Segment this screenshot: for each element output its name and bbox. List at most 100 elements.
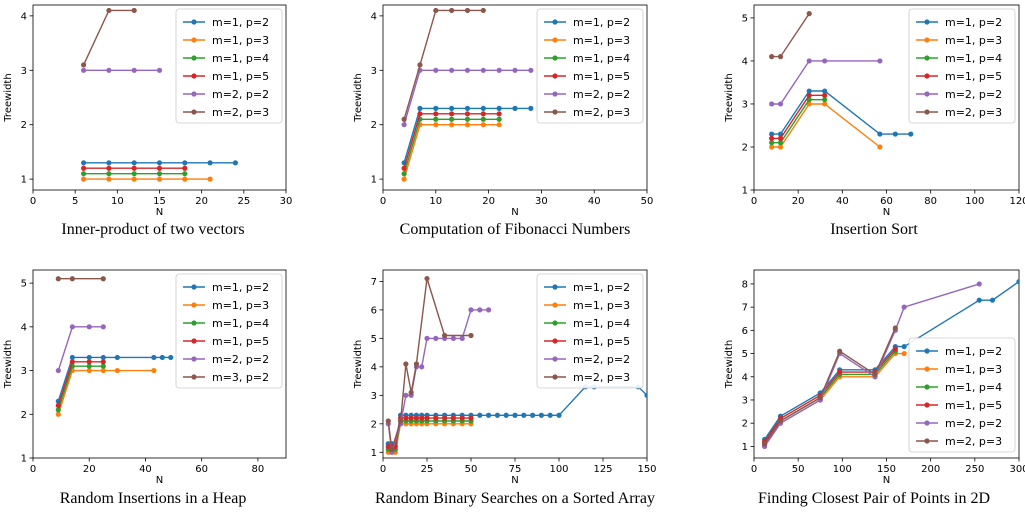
x-tick-label: 15	[153, 196, 166, 207]
data-point	[433, 105, 439, 111]
data-point	[449, 105, 455, 111]
legend-swatch-marker	[552, 374, 558, 380]
data-point	[442, 415, 448, 421]
plot-area	[762, 279, 1019, 449]
x-tick-label: 80	[924, 196, 937, 207]
legend-swatch-marker	[924, 438, 930, 444]
data-point	[480, 122, 486, 128]
chart-6: 0 50 100 150 200 250 300 1 2 3 4 5 6 7 8 N Treewidth m=1,…	[724, 269, 1025, 507]
legend-swatch-marker	[924, 19, 930, 25]
legend-swatch-marker	[552, 338, 558, 344]
legend-label: m=2, p=3	[212, 106, 269, 119]
legend-swatch-marker	[552, 19, 558, 25]
data-point	[901, 343, 907, 350]
legend-label: m=1, p=5	[945, 70, 1002, 83]
legend-swatch-marker	[191, 284, 197, 290]
y-axis-label: Treewidth	[3, 73, 14, 122]
series-line	[764, 281, 1019, 440]
data-point	[806, 11, 812, 17]
data-point	[777, 101, 784, 107]
legend-swatch-marker	[552, 356, 558, 362]
data-point	[494, 412, 500, 418]
series-line	[771, 98, 825, 144]
chart-caption: Random Insertions in a Heap	[60, 490, 247, 507]
x-tick-label: 60	[880, 196, 893, 207]
data-point	[777, 140, 784, 146]
data-point	[207, 160, 213, 166]
data-point	[464, 111, 471, 117]
legend-label: m=1, p=4	[573, 317, 630, 330]
data-point	[837, 348, 843, 354]
data-point	[81, 160, 87, 166]
y-tick-label: 1	[21, 454, 27, 465]
legend-swatch-marker	[191, 338, 197, 344]
y-tick-label: 6	[371, 305, 377, 316]
data-point	[86, 367, 92, 374]
legend-label: m=1, p=3	[945, 363, 1002, 376]
data-point	[424, 415, 430, 421]
data-point	[417, 105, 423, 111]
legend-swatch-marker	[552, 284, 558, 290]
chart-caption: Random Binary Searches on a Sorted Array	[375, 490, 655, 507]
data-point	[468, 307, 474, 313]
legend-swatch-marker	[191, 374, 197, 380]
x-tick-label: 150	[637, 464, 656, 475]
x-tick-label: 20	[482, 196, 495, 207]
data-point	[449, 7, 455, 14]
data-point	[477, 307, 483, 313]
series-line	[403, 107, 531, 163]
data-point	[401, 165, 407, 171]
data-point	[877, 58, 883, 64]
y-tick-label: 2	[742, 419, 748, 430]
legend-label: m=1, p=5	[945, 399, 1002, 412]
data-point	[777, 418, 784, 424]
data-point	[403, 392, 409, 398]
data-point	[424, 275, 430, 282]
data-point	[131, 7, 137, 14]
legend: m=1, p=2 m=1, p=3 m=1, p=4 m=1, p=5 m=2, p=2…	[908, 337, 1016, 453]
data-point	[976, 297, 982, 303]
data-point	[877, 144, 883, 150]
data-point	[433, 7, 439, 14]
data-point	[156, 171, 163, 177]
x-tick-label: 30	[535, 196, 548, 207]
legend-swatch-marker	[191, 320, 197, 326]
legend-label: m=1, p=2	[212, 281, 269, 294]
data-point	[106, 67, 112, 73]
data-point	[413, 415, 420, 421]
data-point	[459, 335, 465, 341]
data-point	[769, 140, 775, 146]
data-point	[769, 135, 775, 141]
data-point	[901, 350, 907, 357]
legend-swatch-marker	[191, 356, 197, 362]
data-point	[100, 363, 106, 369]
x-tick-label: 40	[836, 196, 849, 207]
data-point	[877, 131, 883, 137]
data-point	[106, 165, 112, 171]
x-axis-label: N	[883, 207, 890, 218]
y-tick-label: 4	[371, 362, 377, 373]
data-point	[433, 111, 439, 117]
data-point	[538, 412, 545, 418]
legend-label: m=1, p=5	[573, 335, 630, 348]
y-axis-label: Treewidth	[353, 73, 364, 122]
x-tick-label: 100	[965, 196, 984, 207]
data-point	[100, 276, 106, 282]
data-point	[486, 307, 492, 313]
y-tick-label: 1	[742, 442, 748, 453]
x-tick-label: 5	[72, 196, 78, 207]
y-tick-label: 6	[742, 326, 748, 337]
data-point	[892, 131, 898, 137]
legend-swatch-marker	[924, 37, 930, 43]
legend-swatch-marker	[924, 55, 930, 61]
legend-label: m=2, p=3	[945, 106, 1002, 119]
y-tick-label: 2	[371, 120, 377, 131]
legend-swatch-marker	[924, 366, 930, 372]
y-tick-label: 3	[21, 66, 27, 77]
y-tick-label: 5	[371, 334, 377, 345]
data-point	[156, 165, 163, 171]
legend-label: m=1, p=3	[212, 34, 269, 47]
data-point	[521, 412, 527, 418]
data-point	[496, 116, 502, 122]
plot-area	[769, 11, 914, 150]
